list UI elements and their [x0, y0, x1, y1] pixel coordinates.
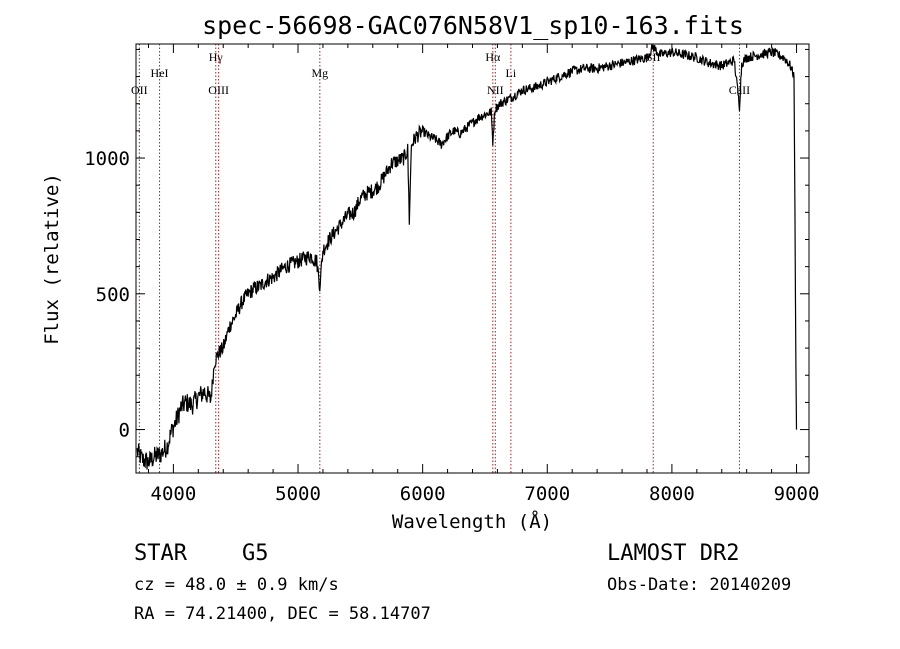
- object-class: STAR: [134, 541, 188, 566]
- object-subclass: G5: [242, 541, 269, 566]
- y-tick-label-0: 0: [119, 420, 130, 442]
- coordinates: RA = 74.21400, DEC = 58.14707: [134, 604, 431, 624]
- x-axis-label: Wavelength (Å): [392, 510, 552, 533]
- x-tick-label-2: 6000: [400, 483, 446, 505]
- marker-label-7: Li: [506, 66, 517, 80]
- y-tick-label-2: 1000: [84, 148, 130, 170]
- marker-label-3: OIII: [208, 83, 229, 97]
- marker-label-5: Hα: [485, 50, 501, 64]
- x-tick-label-3: 7000: [524, 483, 570, 505]
- plot-frame: [135, 43, 810, 474]
- x-tick-label-1: 5000: [275, 483, 321, 505]
- y-axis-label: Flux (relative): [41, 173, 63, 345]
- marker-label-9: CaII: [729, 83, 750, 97]
- marker-label-0: OII: [131, 83, 148, 97]
- marker-label-2: Hγ: [209, 50, 224, 64]
- marker-label-6: NII: [487, 83, 504, 97]
- x-tick-label-0: 4000: [151, 483, 197, 505]
- marker-label-1: HeI: [151, 66, 169, 80]
- x-tick-label-4: 8000: [649, 483, 695, 505]
- spectrum-line: [136, 44, 798, 470]
- x-axis: 4000 5000 6000 7000 8000 9000: [147, 44, 820, 505]
- chart-title: spec-56698-GAC076N58V1_sp10-163.fits: [202, 11, 744, 40]
- y-tick-label-1: 500: [96, 284, 130, 306]
- obs-date: Obs-Date: 20140209: [607, 575, 791, 595]
- marker-label-4: Mg: [311, 66, 328, 80]
- x-tick-label-5: 9000: [774, 483, 820, 505]
- redshift-value: cz = 48.0 ± 0.9 km/s: [134, 575, 339, 595]
- survey-name: LAMOST DR2: [607, 541, 739, 566]
- y-axis: 0 500 1000: [84, 48, 809, 458]
